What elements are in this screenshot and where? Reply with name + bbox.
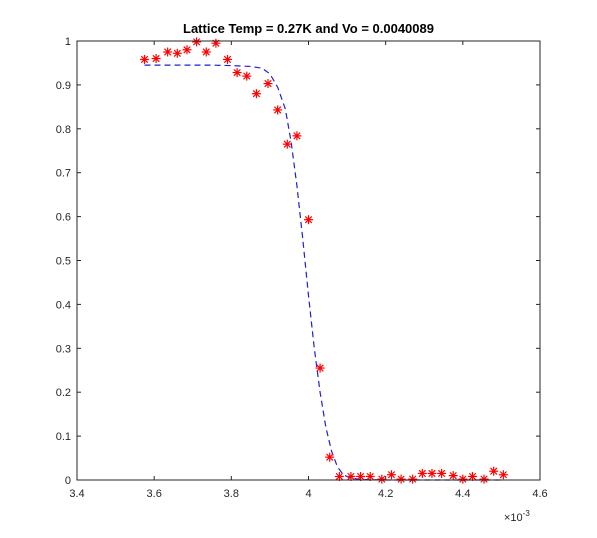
data-point-asterisk: [242, 71, 252, 81]
data-point-asterisk: [334, 471, 344, 481]
data-point-asterisk: [386, 470, 396, 480]
data-point-asterisk: [182, 45, 192, 55]
y-tick-label: 0.4: [56, 299, 71, 311]
data-point-asterisk: [365, 471, 375, 481]
plot-area: [77, 41, 540, 480]
y-tick-label: 0.5: [56, 256, 71, 268]
data-point-asterisk: [232, 68, 242, 78]
data-point-asterisk: [489, 466, 499, 476]
y-tick-label: 0.6: [56, 212, 71, 224]
data-point-asterisk: [458, 474, 468, 484]
y-tick-label: 0: [65, 475, 71, 487]
data-point-asterisk: [315, 363, 325, 373]
data-point-asterisk: [263, 79, 273, 89]
data-point-asterisk: [282, 139, 292, 149]
y-tick-label: 1: [65, 36, 71, 48]
data-point-asterisk: [201, 47, 211, 57]
data-point-asterisk: [140, 54, 150, 64]
y-tick-label: 0.7: [56, 168, 71, 180]
data-point-asterisk: [325, 452, 335, 462]
data-point-asterisk: [377, 474, 387, 484]
data-point-asterisk: [251, 89, 261, 99]
x-tick-label: 3.6: [147, 488, 162, 500]
y-tick-label: 0.3: [56, 343, 71, 355]
data-point-asterisk: [427, 468, 437, 478]
axes: 3.4 3.6 3.8 4 4.2 4.4 4.6 0 0.1 0.2 0.3 0.4 0.5 0.6 0.…: [56, 36, 548, 500]
data-point-asterisk: [448, 471, 458, 481]
x-exponent-base: ×10: [504, 512, 523, 524]
x-tick-label: 3.8: [224, 488, 239, 500]
data-point-asterisk: [192, 37, 202, 47]
data-point-asterisk: [151, 54, 161, 64]
data-point-asterisk: [304, 215, 313, 225]
data-point-asterisk: [163, 47, 173, 57]
plot-box: [76, 40, 541, 481]
x-tick-label: 4.6: [532, 488, 547, 500]
y-tick-label: 0.8: [56, 124, 71, 136]
x-tick-label: 3.4: [69, 488, 84, 500]
data-point-asterisk: [172, 48, 182, 58]
data-layer: [140, 37, 508, 484]
y-tick-label: 0.9: [56, 80, 71, 92]
x-exponent-power: -3: [523, 509, 531, 518]
data-point-asterisk: [356, 471, 366, 481]
data-point-asterisk: [346, 471, 356, 481]
x-tick-label: 4.4: [455, 488, 470, 500]
data-point-asterisk: [211, 38, 221, 48]
data-point-asterisk: [437, 468, 447, 478]
data-point-asterisk: [408, 474, 418, 484]
data-point-asterisk: [396, 474, 406, 484]
x-exponent-label: ×10-3: [504, 509, 530, 524]
data-point-asterisk: [222, 54, 232, 64]
chart-title: Lattice Temp = 0.27K and Vo = 0.0040089: [183, 21, 434, 36]
x-tick-label: 4.2: [378, 488, 393, 500]
data-point-asterisk: [479, 474, 489, 484]
data-point-asterisk: [467, 471, 477, 481]
y-tick-label: 0.2: [56, 387, 71, 399]
data-point-asterisk: [273, 105, 283, 115]
x-tick-label: 4: [305, 488, 311, 500]
data-point-asterisk: [292, 131, 302, 141]
data-point-asterisk: [498, 470, 508, 480]
data-point-asterisk: [417, 468, 427, 478]
y-tick-label: 0.1: [56, 431, 71, 443]
